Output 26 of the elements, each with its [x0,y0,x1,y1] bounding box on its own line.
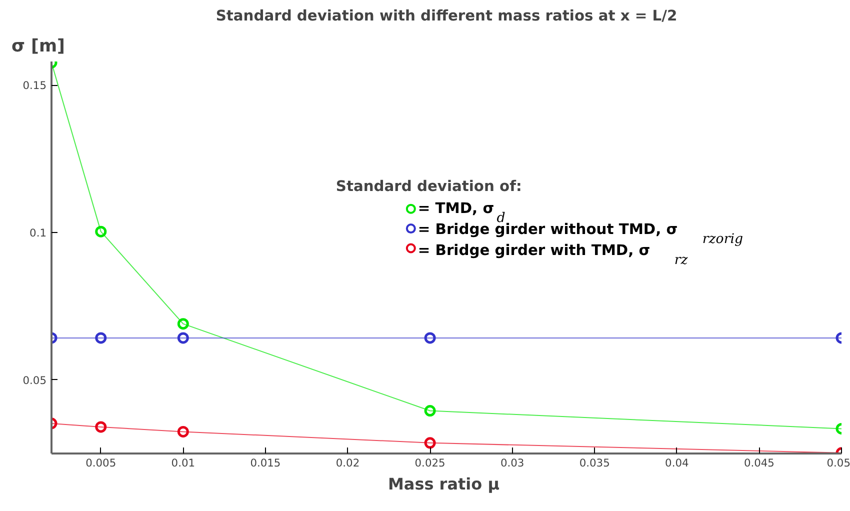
x-tick-label: 0.02 [336,456,360,470]
x-tick-label: 0.01 [171,456,196,470]
y-tick-label: 0.1 [30,226,47,240]
point [424,332,436,344]
point [177,332,189,344]
x-tick-label: 0.03 [500,456,524,470]
point [95,332,107,344]
point [424,437,436,449]
chart-title: Standard deviation with different mass ratios at x = L/2 [216,8,678,24]
point [95,226,107,238]
x-tick-label: 0.025 [414,456,446,470]
point [424,405,436,417]
y-tick-label: 0.05 [22,374,47,387]
point [177,426,189,438]
x-tick-label: 0.035 [579,456,610,470]
x-axis-title: Mass ratio μ [388,474,500,494]
x-tick-label: 0.045 [744,456,774,470]
point [177,318,189,330]
x-tick-label: 0.05 [826,456,850,470]
legend-title: Standard deviation of: [336,178,522,195]
x-tick-label: 0.005 [86,456,116,470]
y-tick-label: 0.15 [22,79,47,92]
x-tick-label: 0.015 [250,456,281,470]
x-tick-label: 0.04 [665,456,689,470]
point [95,421,107,433]
y-axis-title: σ [m] [12,36,65,56]
